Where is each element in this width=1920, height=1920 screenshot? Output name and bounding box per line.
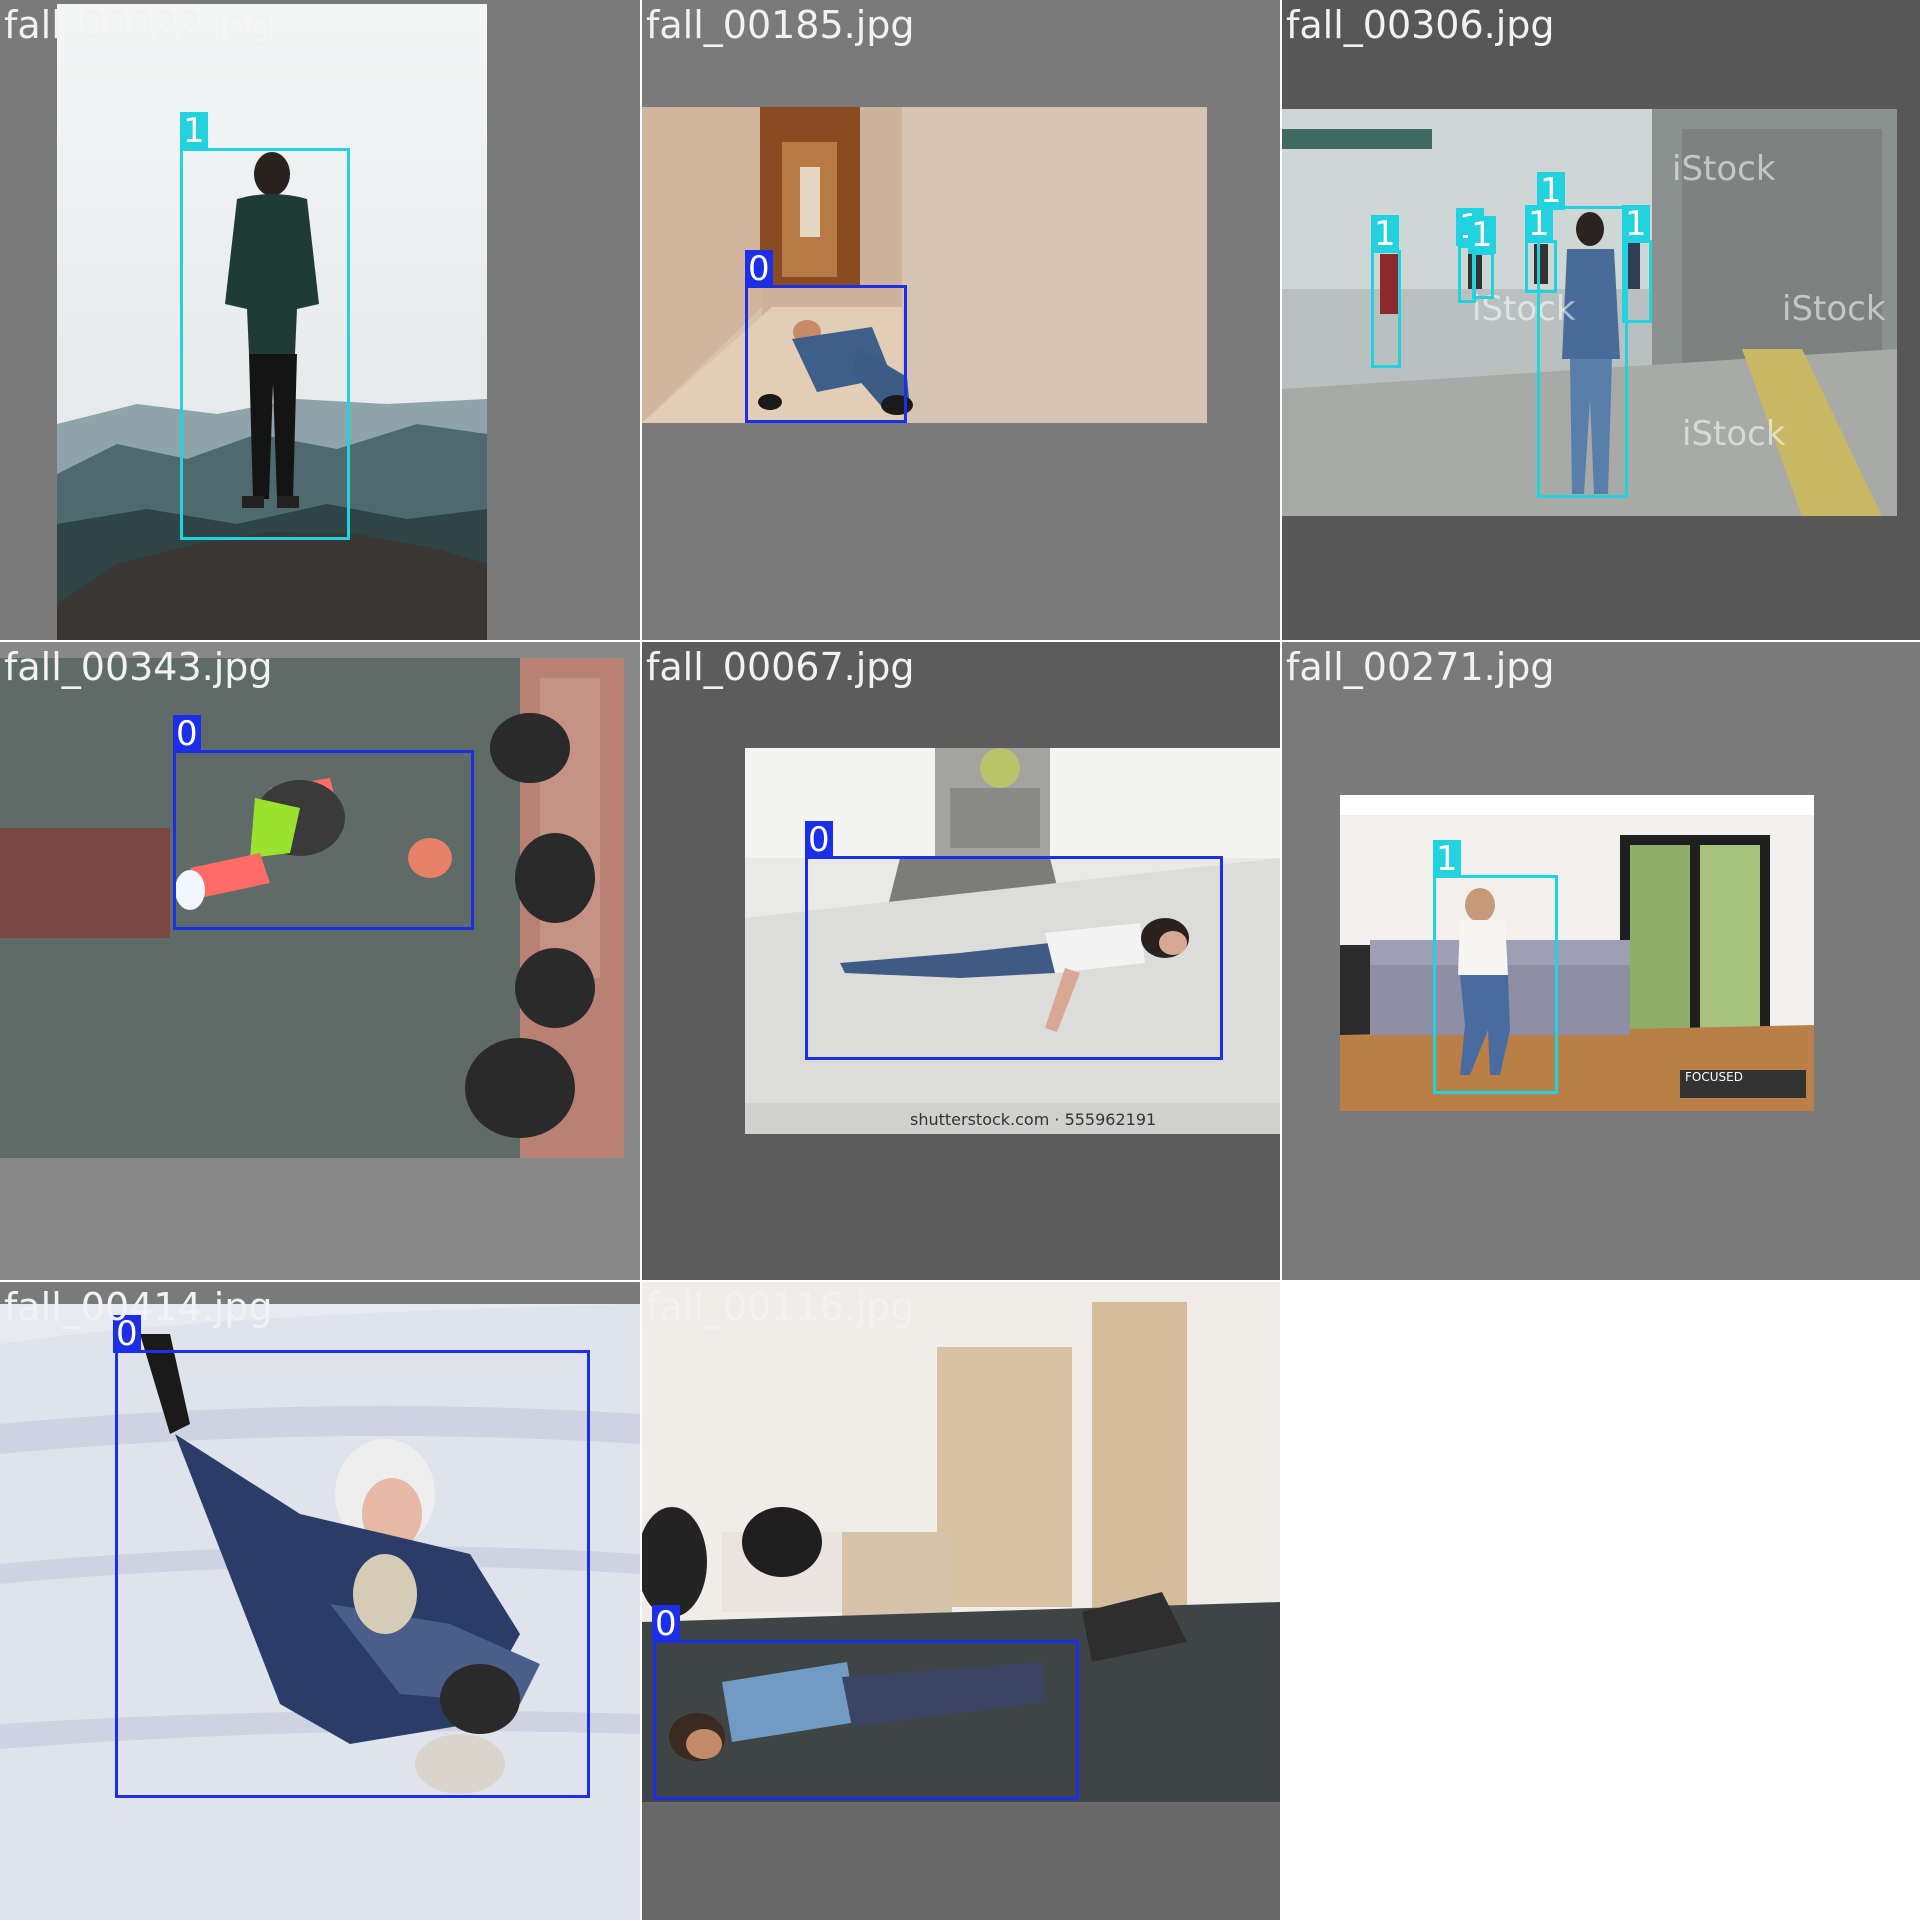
- tile-filename: fall_00116.jpg: [646, 1285, 915, 1329]
- bbox-class-0: [653, 1640, 1079, 1800]
- tile-fall-00414: 0 fall_00414.jpg: [0, 1282, 640, 1920]
- bbox-class-0: [173, 750, 474, 930]
- photo-kitchen-fall: shutterstock.com · 555962191: [745, 748, 1280, 1134]
- photo-hallway-fall: [642, 107, 1207, 423]
- bbox-class-1: [180, 148, 350, 540]
- tile-filename: fall_00022.jpg: [4, 3, 273, 47]
- tile-fall-00022: 1 fall_00022.jpg: [0, 0, 640, 640]
- bbox-label: 0: [805, 821, 833, 859]
- bbox-label: 1: [180, 112, 208, 150]
- bbox-label: 1: [1433, 840, 1461, 878]
- empty-tile: [1282, 1282, 1920, 1920]
- photo-office-topdown: [0, 658, 624, 1158]
- bbox-label: 1: [1468, 216, 1496, 254]
- bbox-class-1: [1622, 240, 1652, 323]
- tile-fall-00067: shutterstock.com · 555962191 0 fall_0006…: [642, 642, 1280, 1280]
- tile-fall-00271: FOCUSED 1 fall_00271.jpg: [1282, 642, 1920, 1280]
- bbox-label: 0: [745, 250, 773, 288]
- photo-office-floor: [642, 1282, 1280, 1802]
- watermark-text: iStock: [1672, 149, 1776, 189]
- tile-filename: fall_00306.jpg: [1286, 3, 1555, 47]
- bbox-class-1: [1537, 206, 1628, 498]
- photo-living-room: FOCUSED: [1340, 795, 1814, 1111]
- bbox-class-0: [805, 856, 1223, 1060]
- photo-mountain-man: [57, 4, 487, 640]
- tile-filename: fall_00414.jpg: [4, 1285, 273, 1329]
- watermark-text: iStock: [1472, 289, 1576, 329]
- watermark-text: iStock: [1682, 414, 1786, 454]
- watermark-text: iStock: [1782, 289, 1886, 329]
- tile-filename: fall_00067.jpg: [646, 645, 915, 689]
- photo-snow-fall: [0, 1304, 640, 1920]
- bbox-class-1: [1371, 250, 1401, 368]
- bbox-label: 0: [652, 1605, 680, 1643]
- tile-fall-00343: 0 fall_00343.jpg: [0, 642, 640, 1280]
- bbox-label: 1: [1537, 172, 1565, 210]
- bbox-class-0: [745, 285, 907, 423]
- bbox-class-1: [1472, 252, 1494, 299]
- bbox-label: 1: [1371, 215, 1399, 253]
- watermark-text: shutterstock.com · 555962191: [910, 1110, 1157, 1129]
- bbox-class-1: [1433, 875, 1558, 1094]
- bbox-label: 0: [113, 1315, 141, 1353]
- watermark-text: FOCUSED: [1685, 1070, 1743, 1084]
- bbox-label: 1: [1622, 205, 1650, 243]
- tile-fall-00306: iStock iStock iStock iStock 1 1 1 1 1 1 …: [1282, 0, 1920, 640]
- tile-filename: fall_00343.jpg: [4, 645, 273, 689]
- photo-street-crowd: iStock iStock iStock iStock: [1282, 109, 1897, 516]
- bbox-label: 0: [173, 715, 201, 753]
- tile-filename: fall_00271.jpg: [1286, 645, 1555, 689]
- tile-filename: fall_00185.jpg: [646, 3, 915, 47]
- tile-fall-00116: 0 fall_00116.jpg: [642, 1282, 1280, 1920]
- bbox-class-1: [1525, 240, 1557, 293]
- bbox-label: 1: [1525, 205, 1553, 243]
- tile-fall-00185: 0 fall_00185.jpg: [642, 0, 1280, 640]
- bbox-class-0: [115, 1350, 590, 1798]
